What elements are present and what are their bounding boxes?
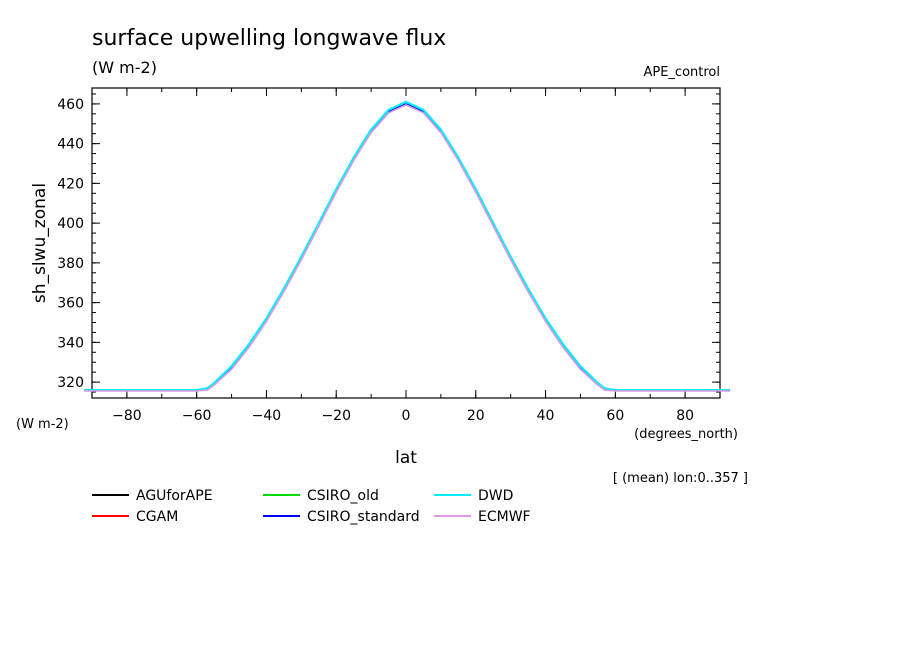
x-tick-label: −20 bbox=[321, 408, 351, 424]
x-tick-label: 60 bbox=[606, 408, 624, 424]
legend-label: DWD bbox=[478, 488, 513, 504]
y-tick-label: 420 bbox=[57, 176, 84, 192]
legend: AGUforAPE CGAM CSIRO_old CSIRO_standard DWD E… bbox=[92, 488, 531, 525]
y-tick-label: 340 bbox=[57, 335, 84, 351]
x-tick-label: −60 bbox=[182, 408, 212, 424]
y-tick-label: 320 bbox=[57, 375, 84, 391]
x-tick-label: 0 bbox=[402, 408, 411, 424]
y-axis-units: (W m-2) bbox=[16, 417, 69, 432]
series-line-dwd bbox=[84, 100, 730, 392]
y-tick-label: 360 bbox=[57, 296, 84, 312]
x-tick-label: 20 bbox=[467, 408, 485, 424]
series-line-csiro-standard bbox=[84, 103, 730, 391]
x-tick-label: 80 bbox=[676, 408, 694, 424]
legend-label: CGAM bbox=[136, 509, 178, 525]
plot-frame bbox=[91, 87, 721, 399]
series-line-aguforape bbox=[84, 103, 730, 391]
y-tick-label: 460 bbox=[57, 97, 84, 113]
series-line-ecmwf bbox=[84, 104, 730, 392]
legend-label: CSIRO_old bbox=[307, 488, 379, 504]
series-line-csiro-old bbox=[84, 103, 730, 391]
axis-ticks: −80 −60 −40 −20 0 20 40 60 80 320 340 360 380 400 420 4… bbox=[57, 88, 721, 424]
x-axis-units: (degrees_north) bbox=[634, 427, 738, 442]
series-line-cgam bbox=[84, 103, 730, 391]
footnote: [ (mean) lon:0..357 ] bbox=[613, 471, 748, 486]
chart-subtitle: (W m-2) bbox=[92, 58, 157, 77]
chart-title: surface upwelling longwave flux bbox=[92, 26, 446, 51]
dataset-label: APE_control bbox=[643, 65, 720, 80]
y-tick-label: 380 bbox=[57, 256, 84, 272]
y-tick-label: 440 bbox=[57, 137, 84, 153]
legend-label: ECMWF bbox=[478, 509, 531, 525]
series-lines bbox=[84, 100, 730, 392]
y-axis-label: sh_slwu_zonal bbox=[30, 183, 50, 303]
y-tick-label: 400 bbox=[57, 216, 84, 232]
x-tick-label: −80 bbox=[112, 408, 142, 424]
x-axis-label: lat bbox=[395, 448, 417, 468]
x-tick-label: 40 bbox=[537, 408, 555, 424]
legend-label: AGUforAPE bbox=[136, 488, 213, 504]
legend-label: CSIRO_standard bbox=[307, 509, 420, 525]
x-tick-label: −40 bbox=[252, 408, 282, 424]
